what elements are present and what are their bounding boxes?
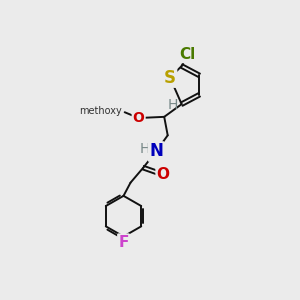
Text: H: H [139,142,150,156]
Text: methoxy: methoxy [80,106,122,116]
Text: F: F [118,235,129,250]
Text: Cl: Cl [179,47,196,62]
Text: S: S [164,69,176,87]
Text: O: O [157,167,169,182]
Text: H: H [168,98,178,112]
Text: N: N [149,142,163,160]
Text: O: O [133,111,145,125]
